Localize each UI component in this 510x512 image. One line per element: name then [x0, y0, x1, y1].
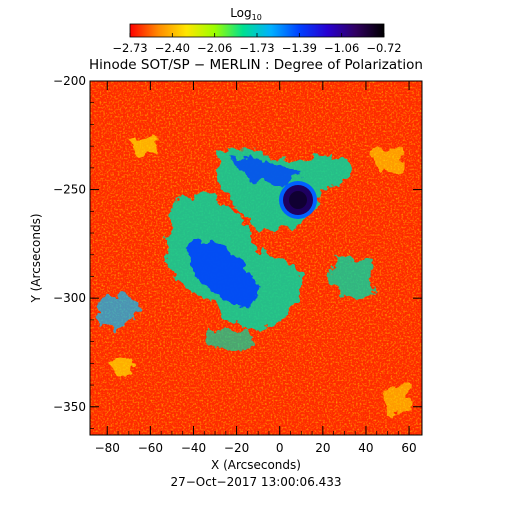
colorbar-tick-label: −2.73 [112, 41, 147, 55]
polarization-map [90, 81, 422, 435]
x-tick-label: −40 [181, 441, 206, 455]
y-axis-ticks: −200 −250 −300 −350 [53, 74, 422, 429]
x-tick-label: −80 [95, 441, 120, 455]
x-axis-label: X (Arcseconds) [211, 458, 301, 472]
x-tick-label: −60 [138, 441, 163, 455]
colorbar-label: Log10 [230, 6, 262, 22]
x-tick-label: 60 [401, 441, 416, 455]
x-axis-ticks: −80 −60 −40 −20 0 20 40 60 [95, 81, 417, 455]
x-tick-label: −20 [224, 441, 249, 455]
x-tick-label: 20 [315, 441, 330, 455]
colorbar-ticks: −2.73 −2.40 −2.06 −1.73 −1.39 −1.06 −0.72 [112, 33, 402, 55]
timestamp: 27−Oct−2017 13:00:06.433 [170, 475, 341, 489]
x-tick-label: 40 [358, 441, 373, 455]
colorbar-tick-label: −0.72 [366, 41, 401, 55]
y-tick-label: −200 [53, 74, 86, 88]
colorbar-tick-label: −1.73 [239, 41, 274, 55]
x-tick-label: 0 [276, 441, 284, 455]
y-tick-label: −250 [53, 183, 86, 197]
colorbar-tick-label: −2.40 [155, 41, 190, 55]
colorbar-tick-label: −2.06 [197, 41, 232, 55]
y-tick-label: −350 [53, 400, 86, 414]
y-tick-label: −300 [53, 291, 86, 305]
y-axis-label: Y (Arcseconds) [29, 213, 43, 303]
colorbar-tick-label: −1.06 [324, 41, 359, 55]
plot-title: Hinode SOT/SP − MERLIN : Degree of Polar… [89, 57, 423, 73]
colorbar-tick-label: −1.39 [282, 41, 317, 55]
plot-frame [89, 80, 423, 436]
